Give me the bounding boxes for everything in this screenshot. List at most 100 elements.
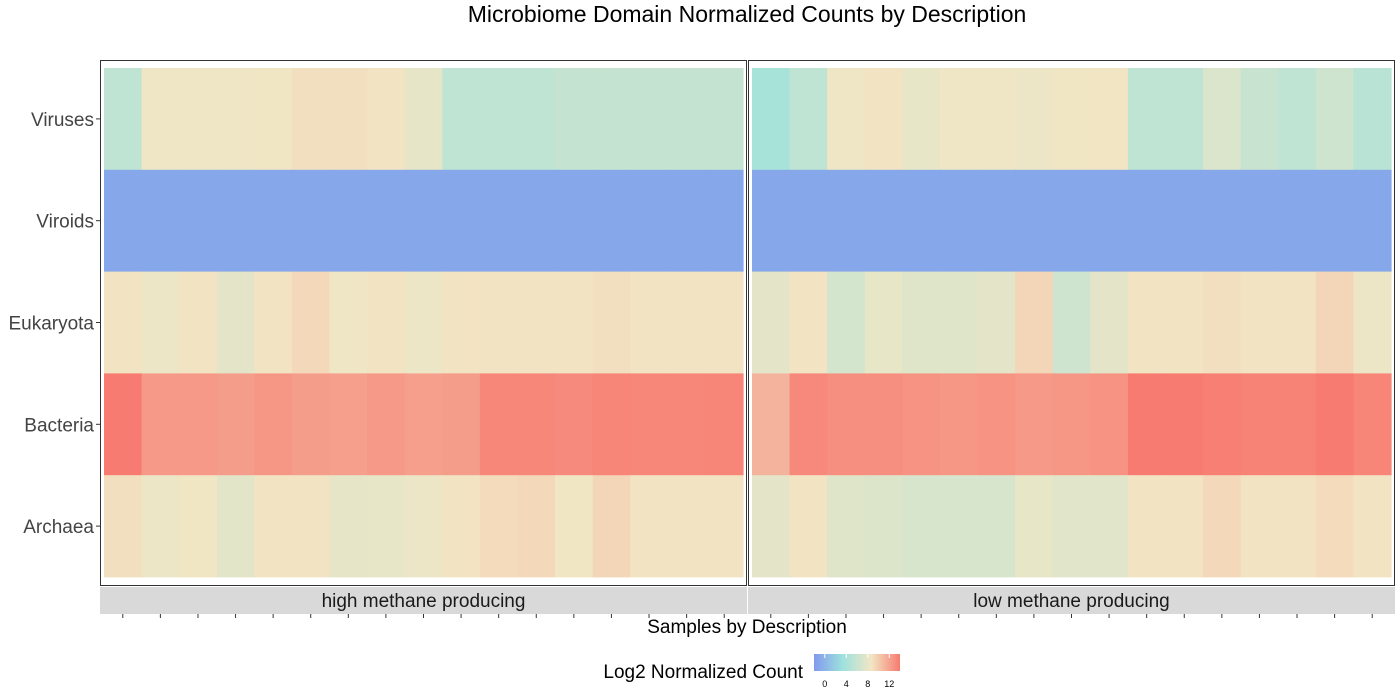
heatmap-cell xyxy=(555,68,594,171)
heatmap-cell xyxy=(705,373,744,476)
heatmap-cell xyxy=(1240,169,1279,272)
heatmap-cell xyxy=(1090,475,1129,578)
x-axis-title: Samples by Description xyxy=(647,617,847,638)
heatmap-cell xyxy=(479,475,519,578)
heatmap-cell xyxy=(404,169,443,272)
y-tick-label: Bacteria xyxy=(24,415,94,436)
heatmap-cell xyxy=(104,169,143,272)
heatmap-cell xyxy=(864,475,903,578)
heatmap-cell xyxy=(517,475,556,578)
heatmap-cell xyxy=(442,475,481,578)
heatmap-cell xyxy=(517,169,556,272)
heatmap-cell xyxy=(1203,271,1242,374)
heatmap-cell xyxy=(1090,68,1129,171)
heatmap-cell xyxy=(517,373,556,476)
heatmap-cell xyxy=(1240,68,1279,171)
heatmap-cell xyxy=(1052,68,1091,171)
heatmap-cell xyxy=(479,169,519,272)
heatmap-cell xyxy=(329,68,368,171)
heatmap-cell xyxy=(254,475,293,578)
heatmap-cell xyxy=(291,271,331,374)
heatmap-cell xyxy=(827,68,866,171)
heatmap-cell xyxy=(1315,169,1355,272)
heatmap-cell xyxy=(1203,373,1242,476)
heatmap-cell xyxy=(367,475,406,578)
facet-strip-label: high methane producing xyxy=(322,591,526,612)
heatmap-cell xyxy=(517,271,556,374)
heatmap-cell xyxy=(592,169,631,272)
heatmap-cell xyxy=(479,373,519,476)
heatmap-cell xyxy=(592,475,631,578)
heatmap-cell xyxy=(667,373,707,476)
heatmap-cell xyxy=(1015,68,1054,171)
heatmap-cell xyxy=(752,68,791,171)
heatmap-cell xyxy=(367,373,406,476)
heatmap-cell xyxy=(216,169,255,272)
legend-tick-label: 4 xyxy=(844,679,849,689)
heatmap-cell xyxy=(1127,169,1167,272)
heatmap-cell xyxy=(141,271,180,374)
heatmap-cell xyxy=(752,373,791,476)
y-tick-label: Eukaryota xyxy=(8,314,94,335)
heatmap-cell xyxy=(705,169,744,272)
heatmap-cell xyxy=(367,68,406,171)
heatmap-cell xyxy=(1278,373,1317,476)
heatmap-cell xyxy=(1353,373,1392,476)
heatmap-cell xyxy=(977,373,1016,476)
legend: Log2 Normalized Count 0 4 8 12 xyxy=(603,654,900,689)
heatmap-cell xyxy=(329,475,368,578)
heatmap-cell xyxy=(216,68,255,171)
heatmap-cell xyxy=(630,271,669,374)
y-tick-label: Viroids xyxy=(36,212,94,233)
heatmap-cell xyxy=(902,169,941,272)
heatmap-cell xyxy=(1278,169,1317,272)
heatmap-cell xyxy=(827,169,866,272)
heatmap-cell xyxy=(939,271,979,374)
heatmap-cell xyxy=(1052,271,1091,374)
heatmap-cell xyxy=(1315,475,1355,578)
heatmap-cell xyxy=(667,271,707,374)
heatmap-cell xyxy=(1353,68,1392,171)
heatmap-cell xyxy=(254,68,293,171)
heatmap-cell xyxy=(442,373,481,476)
heatmap-cell xyxy=(179,68,218,171)
heatmap-cell xyxy=(630,373,669,476)
heatmap-cell xyxy=(291,373,331,476)
heatmap-cell xyxy=(141,169,180,272)
heatmap-cell xyxy=(1165,68,1204,171)
heatmap-cell xyxy=(404,68,443,171)
heatmap-cell xyxy=(555,169,594,272)
facet-strip xyxy=(748,587,1395,614)
heatmap-cell xyxy=(592,68,631,171)
heatmap-cell xyxy=(827,271,866,374)
panel-border xyxy=(748,60,1395,586)
heatmap-cell xyxy=(667,169,707,272)
heatmap-cell xyxy=(977,68,1016,171)
heatmap-cell xyxy=(939,68,979,171)
heatmap-cell xyxy=(592,373,631,476)
heatmap-cell xyxy=(1278,271,1317,374)
heatmap-cell xyxy=(555,271,594,374)
heatmap-cell xyxy=(404,373,443,476)
heatmap-cell xyxy=(329,373,368,476)
heatmap-cell xyxy=(1240,373,1279,476)
heatmap-cell xyxy=(1052,475,1091,578)
heatmap-cell xyxy=(864,68,903,171)
heatmap-cell xyxy=(442,68,481,171)
heatmap-cell xyxy=(902,271,941,374)
heatmap-cell xyxy=(1090,271,1129,374)
heatmap-cell xyxy=(977,169,1016,272)
chart-title: Microbiome Domain Normalized Counts by D… xyxy=(468,1,1027,27)
heatmap-cell xyxy=(555,475,594,578)
heatmap-cell xyxy=(479,68,519,171)
heatmap-cell xyxy=(789,68,828,171)
heatmap-cell xyxy=(1240,271,1279,374)
heatmap-cell xyxy=(902,373,941,476)
heatmap-cell xyxy=(752,475,791,578)
heatmap-cell xyxy=(705,475,744,578)
heatmap-cell xyxy=(179,475,218,578)
heatmap-cell xyxy=(1315,373,1355,476)
heatmap-cell xyxy=(1015,271,1054,374)
heatmap-cell xyxy=(104,271,143,374)
heatmap-cell xyxy=(141,475,180,578)
